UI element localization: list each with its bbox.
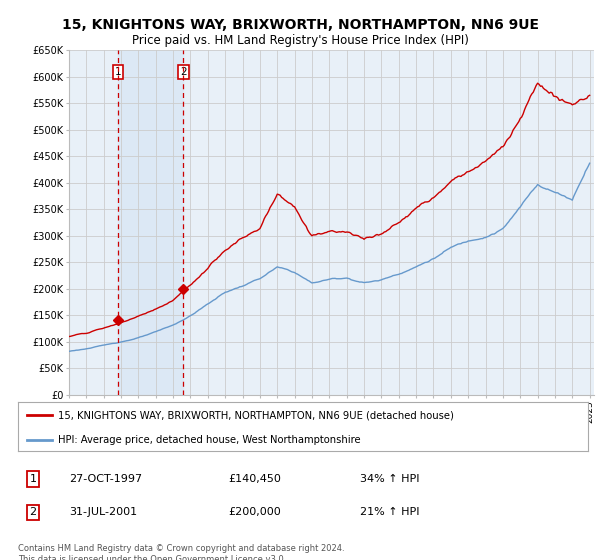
Text: HPI: Average price, detached house, West Northamptonshire: HPI: Average price, detached house, West… (58, 435, 361, 445)
Text: 2: 2 (180, 67, 187, 77)
Text: Contains HM Land Registry data © Crown copyright and database right 2024.
This d: Contains HM Land Registry data © Crown c… (18, 544, 344, 560)
Text: 15, KNIGHTONS WAY, BRIXWORTH, NORTHAMPTON, NN6 9UE (detached house): 15, KNIGHTONS WAY, BRIXWORTH, NORTHAMPTO… (58, 410, 454, 421)
Text: 21% ↑ HPI: 21% ↑ HPI (360, 507, 419, 517)
Text: 1: 1 (115, 67, 121, 77)
Text: £140,450: £140,450 (228, 474, 281, 484)
Text: 2: 2 (29, 507, 37, 517)
Text: 31-JUL-2001: 31-JUL-2001 (69, 507, 137, 517)
Text: 1: 1 (29, 474, 37, 484)
Text: 15, KNIGHTONS WAY, BRIXWORTH, NORTHAMPTON, NN6 9UE: 15, KNIGHTONS WAY, BRIXWORTH, NORTHAMPTO… (62, 18, 539, 32)
Text: Price paid vs. HM Land Registry's House Price Index (HPI): Price paid vs. HM Land Registry's House … (131, 34, 469, 47)
Text: 27-OCT-1997: 27-OCT-1997 (69, 474, 142, 484)
Text: 34% ↑ HPI: 34% ↑ HPI (360, 474, 419, 484)
Text: £200,000: £200,000 (228, 507, 281, 517)
Bar (118, 50, 183, 395)
